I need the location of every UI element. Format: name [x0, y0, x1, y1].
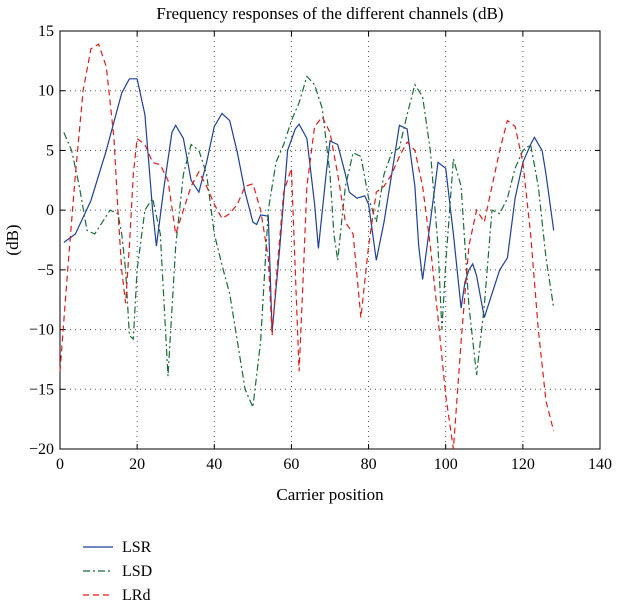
- series-line-lrd: [59, 43, 555, 450]
- series-line-lsd: [63, 75, 555, 410]
- y-tick-label: 10: [38, 83, 54, 100]
- x-tick-label: 40: [206, 456, 222, 473]
- y-tick-label: −15: [29, 381, 54, 398]
- y-tick-label: 5: [46, 142, 54, 159]
- x-tick-label: 100: [434, 456, 458, 473]
- x-axis-label: Carrier position: [276, 485, 384, 504]
- y-tick-label: −20: [29, 441, 54, 458]
- legend-label-lrd: LRd: [122, 587, 150, 604]
- x-tick-label: 60: [283, 456, 299, 473]
- chart-title: Frequency responses of the different cha…: [156, 4, 503, 23]
- y-axis-label: (dB): [3, 224, 22, 255]
- y-tick-label: 0: [46, 202, 54, 219]
- legend: LSR LSD LRd: [83, 539, 152, 604]
- x-tick-label: 0: [56, 456, 64, 473]
- y-axis: −20 −15 −10 −5 0 5 10 15: [29, 23, 600, 458]
- x-tick-label: 120: [511, 456, 535, 473]
- x-axis: 0 20 40 60 80 100 120 140: [56, 31, 612, 473]
- y-tick-label: −10: [29, 322, 54, 339]
- legend-label-lsd: LSD: [122, 563, 152, 580]
- y-tick-label: −5: [37, 262, 54, 279]
- series-lines: [59, 43, 555, 450]
- plot-area-border: [59, 30, 601, 450]
- y-tick-label: 15: [38, 23, 54, 40]
- legend-label-lsr: LSR: [122, 539, 152, 556]
- x-tick-label: 80: [361, 456, 377, 473]
- grid: [60, 31, 600, 449]
- x-tick-label: 20: [129, 456, 145, 473]
- x-tick-label: 140: [588, 456, 612, 473]
